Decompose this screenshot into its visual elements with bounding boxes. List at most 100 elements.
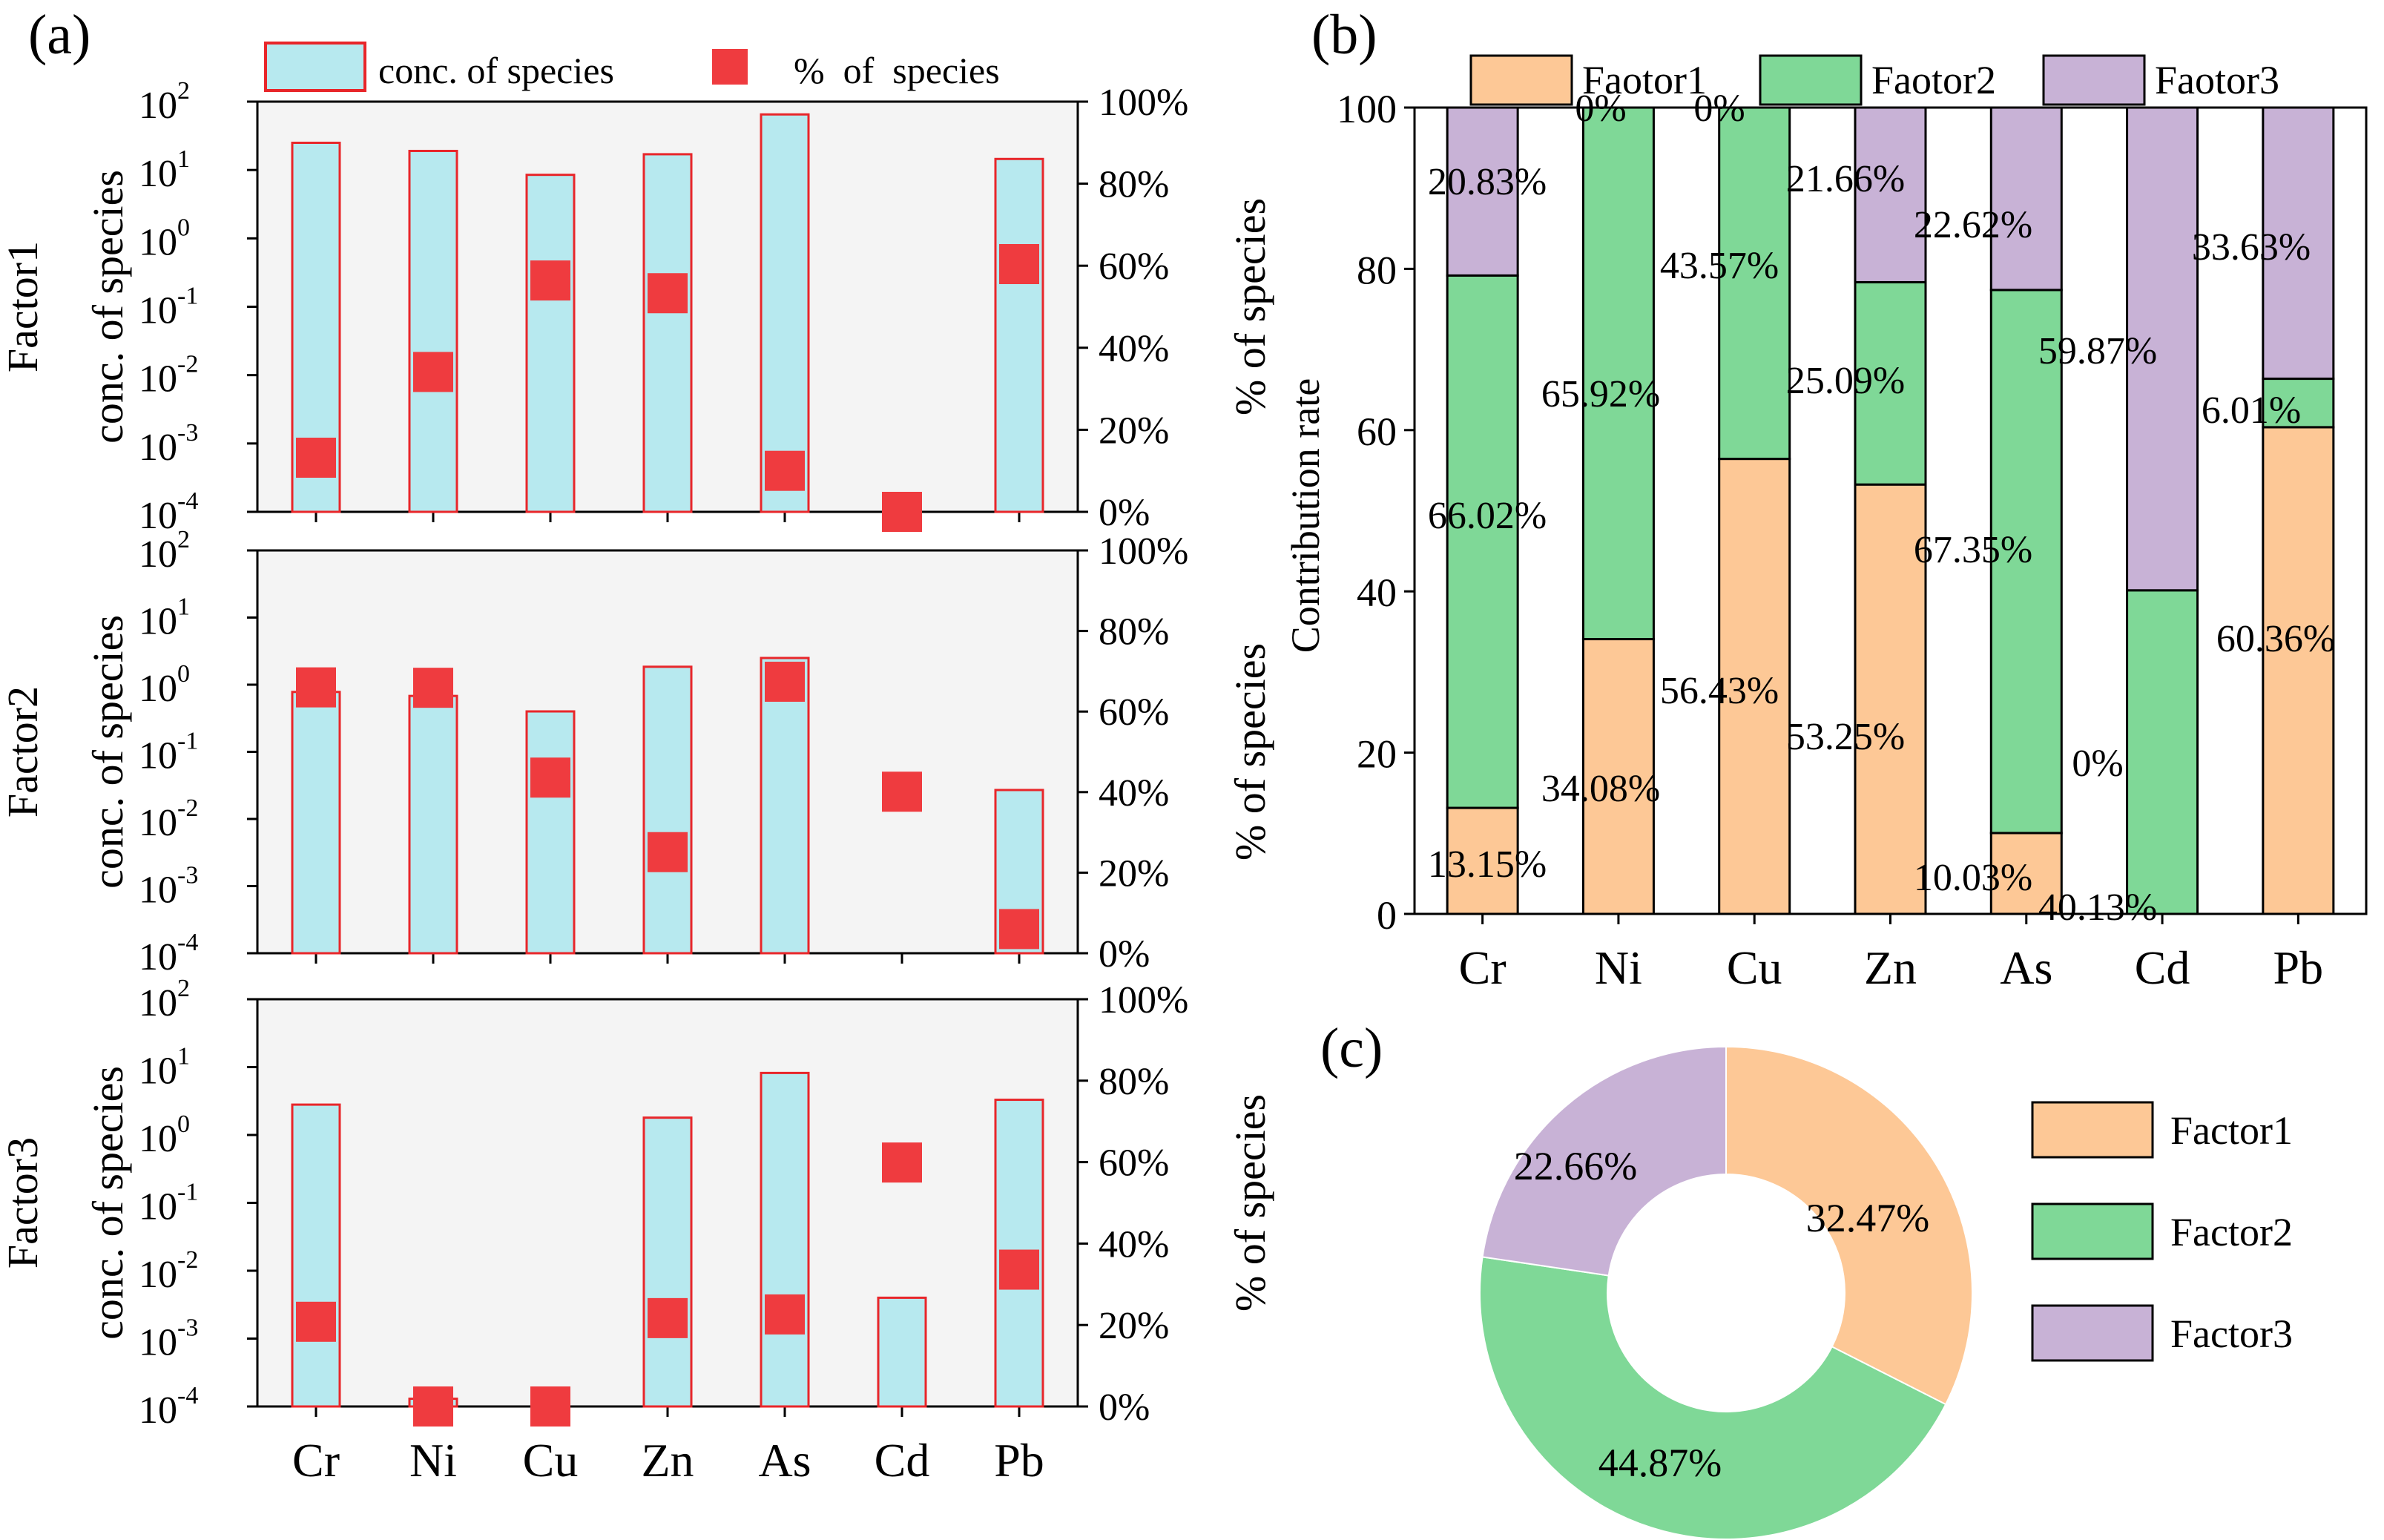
c-legend-swatch-1	[2031, 1101, 2154, 1159]
left-tick-label: 101	[139, 145, 190, 195]
panel-b-category-Pb: Pb	[2273, 941, 2324, 994]
donut-slice-Factor1	[1725, 1045, 1973, 1406]
left-tick-label: 101	[139, 593, 190, 643]
b-data-label-Cr-Faotor2: 66.02%	[1428, 495, 1547, 537]
panel-b-category-Cd: Cd	[2135, 941, 2190, 994]
legend-conc-swatch	[264, 42, 366, 92]
pct-marker-Cr	[296, 1301, 336, 1342]
right-tick-label: 40%	[1099, 772, 1169, 815]
left-axis-label: conc. of species	[84, 615, 132, 889]
conc-bar-Cr	[291, 691, 341, 955]
pct-marker-Ni	[413, 352, 453, 392]
legend-conc-label: conc. of species	[378, 50, 614, 91]
b-y-tick-label: 100	[1337, 87, 1397, 131]
b-legend-swatch-2	[1759, 54, 1863, 106]
factor-name: Factor2	[0, 686, 47, 817]
b-legend-label-1: Faotor1	[1582, 58, 1707, 102]
stack-As-Faotor3	[1989, 106, 2063, 292]
panel-a-label: (a)	[28, 4, 90, 66]
conc-bar-As	[760, 113, 810, 513]
left-axis-label: conc. of species	[84, 170, 132, 444]
stack-Cd-Faotor3	[2126, 106, 2199, 592]
right-tick-label: 20%	[1099, 409, 1169, 452]
pct-marker-Zn	[648, 1297, 688, 1338]
right-tick-label: 60%	[1099, 691, 1169, 734]
donut-slice-Factor3	[1481, 1045, 1727, 1277]
conc-bar-Ni	[408, 694, 458, 955]
b-data-label-Pb-Faotor3: 33.63%	[2192, 226, 2311, 269]
right-tick-label: 20%	[1099, 1305, 1169, 1347]
panel-b-category-Cu: Cu	[1727, 941, 1782, 994]
donut-label-Factor2: 44.87%	[1598, 1441, 1722, 1485]
pct-marker-Zn	[648, 832, 688, 872]
right-tick-label: 100%	[1099, 979, 1188, 1021]
right-tick-label: 100%	[1099, 82, 1188, 124]
pct-marker-Pb	[999, 243, 1039, 284]
conc-bar-Cd	[877, 1296, 927, 1408]
panel-a-category-Cu: Cu	[523, 1434, 579, 1487]
left-tick-label: 102	[139, 77, 190, 127]
panel-a-legend: conc. of species % of species	[264, 42, 1000, 92]
stack-Cu-Faotor1	[1718, 458, 1791, 915]
pct-marker-Zn	[648, 273, 688, 314]
pct-marker-Cd	[882, 771, 922, 812]
right-tick-label: 80%	[1099, 1061, 1169, 1103]
panel-b-category-Ni: Ni	[1595, 941, 1642, 994]
left-tick-label: 10-2	[139, 351, 198, 401]
pct-marker-Cu	[530, 1386, 570, 1427]
right-tick-label: 60%	[1099, 246, 1169, 288]
left-tick-label: 10-4	[139, 487, 198, 537]
left-tick-label: 101	[139, 1043, 190, 1093]
legend-pct-swatch	[712, 49, 748, 85]
right-axis-label: % of species	[1226, 198, 1274, 415]
b-data-label-As-Faotor2: 67.35%	[1914, 529, 2032, 571]
stack-Cr-Faotor3	[1446, 106, 1519, 277]
right-tick-label: 40%	[1099, 328, 1169, 370]
b-data-label-Cd-Faotor1: 0%	[2072, 743, 2123, 785]
left-tick-label: 10-4	[139, 1382, 198, 1432]
right-tick-label: 80%	[1099, 164, 1169, 206]
b-y-tick-label: 40	[1357, 570, 1397, 615]
conc-bar-Pb	[994, 157, 1044, 513]
conc-bar-Cu	[525, 710, 576, 955]
panel-a-category-Zn: Zn	[641, 1434, 694, 1487]
right-tick-label: 60%	[1099, 1142, 1169, 1185]
pct-marker-Cr	[296, 667, 336, 708]
pct-marker-Cu	[530, 757, 570, 798]
b-y-tick-label: 20	[1357, 732, 1397, 777]
factor-panel-2: 10-4 10-3 10-2 10-1 100 101 102 0% 20% 40% 60% 80% 1…	[0, 526, 1274, 978]
conc-bar-As	[760, 1071, 810, 1408]
right-tick-label: 100%	[1099, 530, 1188, 573]
right-tick-label: 0%	[1099, 1386, 1150, 1429]
left-tick-label: 10-2	[139, 1246, 198, 1296]
b-y-tick-label: 80	[1357, 248, 1397, 292]
left-tick-label: 10-3	[139, 1314, 198, 1364]
left-tick-label: 100	[139, 660, 190, 710]
panel-a-category-Ni: Ni	[409, 1434, 457, 1487]
panel-c-legend: Factor1 Factor2 Factor3	[2031, 1101, 2293, 1362]
panel-a-species-profiles: (a) conc. of species % of species 10-4 10…	[0, 4, 1274, 1487]
b-data-label-As-Faotor3: 22.62%	[1914, 204, 2032, 246]
b-data-label-Cd-Faotor2: 40.13%	[2038, 886, 2157, 929]
panel-b-category-As: As	[2000, 941, 2052, 994]
factor-name: Factor1	[0, 241, 47, 372]
c-legend-label-2: Factor2	[2170, 1210, 2293, 1254]
b-data-label-Cu-Faotor1: 56.43%	[1660, 670, 1779, 712]
pct-marker-Cu	[530, 260, 570, 301]
panel-c-factor-share-donut: (c) 32.47%44.87%22.66% Factor1Factor2Fac…	[1320, 1017, 2293, 1540]
right-tick-label: 80%	[1099, 611, 1169, 654]
right-axis-label: % of species	[1226, 1094, 1274, 1312]
panel-b-category-Cr: Cr	[1459, 941, 1507, 994]
donut-label-Factor3: 22.66%	[1514, 1144, 1637, 1188]
stack-Cr-Faotor1	[1446, 806, 1519, 915]
stack-Cu-Faotor2	[1718, 106, 1791, 461]
b-data-label-Cd-Faotor3: 59.87%	[2038, 330, 2157, 372]
left-tick-label: 10-3	[139, 419, 198, 469]
b-y-tick-label: 60	[1357, 409, 1397, 454]
legend-pct-label: % of species	[794, 50, 1000, 91]
b-data-label-Cr-Faotor1: 13.15%	[1428, 843, 1547, 886]
b-data-label-Ni-Faotor3: 0%	[1575, 88, 1626, 130]
panel-a-category-As: As	[758, 1434, 811, 1487]
conc-bar-Zn	[642, 153, 693, 513]
left-tick-label: 10-2	[139, 794, 198, 844]
